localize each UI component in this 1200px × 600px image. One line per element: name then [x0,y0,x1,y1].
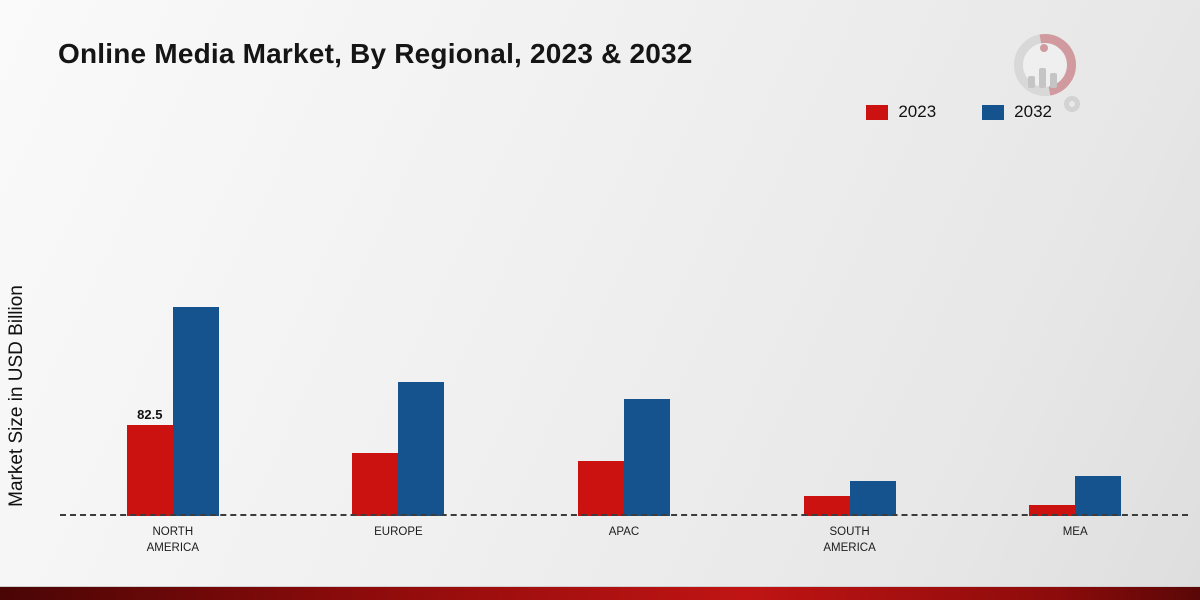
bar-2032-apac [623,399,670,516]
bar-pair: 82.5 [126,307,219,516]
footer-red-band [0,586,1200,600]
chart-area: 82.5 NORTH AMERICA EUROPE APAC SOUTH AMERICA… [60,282,1188,568]
bar-2032-mea [1075,476,1122,516]
legend-label-2023: 2023 [898,102,937,121]
bar-2032-north-america [172,307,219,516]
y-axis-label: Market Size in USD Billion [6,285,27,507]
legend-item-2023: 2023 [866,102,936,122]
bar-column [577,461,624,516]
baseline-dashed [60,514,1188,516]
bar-group: 82.5 NORTH AMERICA [126,307,219,568]
bar-2032-europe [398,382,445,516]
magnifier-ring-icon [1014,34,1076,96]
category-label: SOUTH AMERICA [823,526,876,554]
brand-watermark-logo [1000,21,1089,114]
bar-column [623,399,670,516]
bar-column: 82.5 [126,407,173,516]
bar-2023-north-america [126,425,173,516]
chart-title: Online Media Market, By Regional, 2023 &… [58,38,693,69]
bar-column [172,307,219,516]
legend-swatch-2023 [866,104,889,120]
bar-pair [577,399,670,516]
legend-swatch-2032 [982,104,1005,120]
logo-bar-icon [1028,76,1035,88]
bar-2023-mea [1029,505,1076,516]
category-label: EUROPE [374,526,423,538]
bar-2023-apac [577,461,624,516]
category-label: NORTH AMERICA [146,526,199,554]
bar-value-label: 82.5 [137,407,163,422]
logo-dot-icon [1040,44,1048,52]
bar-column [1029,505,1076,516]
bar-group: APAC [577,399,670,568]
bar-pair [1029,476,1122,516]
bar-group: SOUTH AMERICA [803,481,896,568]
bar-pair [352,382,445,516]
category-label: APAC [608,526,640,538]
bar-group: MEA [1029,476,1122,568]
logo-bar-icon [1039,68,1046,88]
bar-column [352,453,399,516]
category-label: MEA [1062,526,1088,538]
legend-item-2032: 2032 [982,102,1052,122]
bar-column [849,481,896,516]
legend: 2023 2032 [866,102,1052,122]
bar-column [1075,476,1122,516]
logo-bar-icon [1050,73,1057,88]
bar-column [398,382,445,516]
bar-2023-europe [352,453,399,516]
bar-column [803,496,850,516]
legend-label-2032: 2032 [1014,102,1052,121]
magnifier-handle-icon [1064,96,1080,112]
bar-group: EUROPE [352,382,445,568]
chart-groups: 82.5 NORTH AMERICA EUROPE APAC SOUTH AMERICA… [60,282,1188,568]
magnifier-red-arc-icon [1001,21,1089,109]
bar-2023-south-america [803,496,850,516]
bar-2032-south-america [849,481,896,516]
bar-pair [803,481,896,516]
